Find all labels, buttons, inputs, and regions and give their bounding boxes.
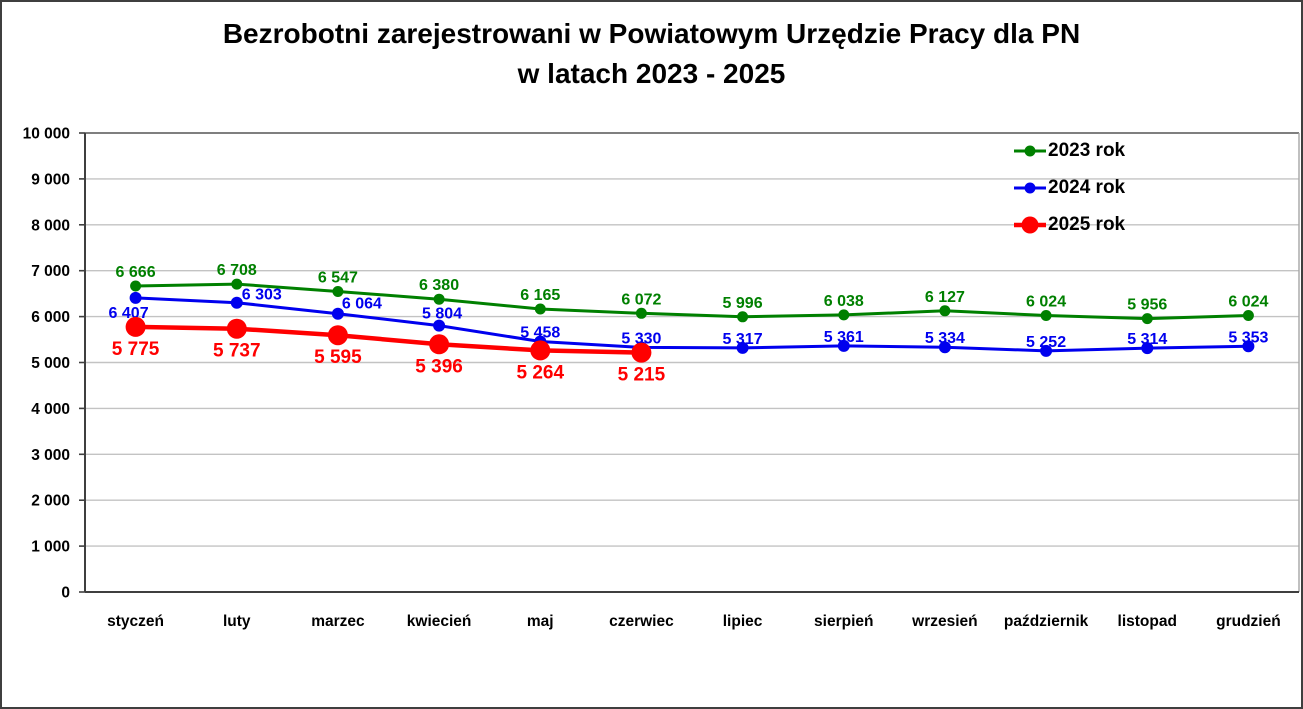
data-point-2023-rok (737, 311, 749, 323)
x-category-label: sierpień (814, 613, 873, 630)
x-category-label: luty (223, 613, 251, 630)
chart-title-line1: Bezrobotni zarejestrowani w Powiatowym U… (222, 18, 1081, 49)
data-label-2024-rok: 5 330 (621, 330, 661, 347)
data-label-2023-rok: 6 024 (1228, 293, 1268, 310)
data-label-2024-rok: 5 252 (1026, 334, 1066, 351)
legend-label-2024: 2024 rok (1048, 176, 1126, 198)
y-axis-label: 6 000 (31, 309, 70, 326)
data-point-2024-rok (1040, 344, 1053, 357)
y-axis-label: 10 000 (23, 126, 70, 143)
y-axis-label: 1 000 (31, 539, 70, 556)
data-label-2024-rok: 6 407 (109, 305, 149, 322)
data-point-2024-rok (433, 319, 446, 332)
data-label-2025-rok: 5 737 (213, 341, 261, 362)
data-label-2023-rok: 6 380 (419, 277, 459, 294)
chart-title: Bezrobotni zarejestrowani w Powiatowym U… (2, 14, 1301, 94)
data-point-2023-rok (433, 293, 445, 305)
data-point-2023-rok (939, 305, 951, 317)
data-point-2024-rok (129, 291, 142, 304)
legend-line-marker-2023-icon (1014, 145, 1046, 156)
data-point-2024-rok (938, 341, 951, 354)
data-label-2024-rok: 5 353 (1228, 329, 1268, 346)
data-point-2025-rok (327, 325, 348, 346)
data-label-2025-rok: 5 215 (618, 365, 666, 386)
data-label-2024-rok: 5 334 (925, 330, 965, 347)
data-point-2024-rok (1141, 342, 1154, 355)
data-point-2024-rok (837, 339, 850, 352)
x-category-label: kwiecień (407, 613, 472, 630)
data-label-2024-rok: 5 317 (723, 331, 763, 348)
data-label-2024-rok: 5 361 (824, 329, 864, 346)
data-point-2023-rok (231, 278, 243, 290)
data-label-2024-rok: 5 804 (422, 306, 462, 323)
data-label-2024-rok: 6 303 (242, 287, 282, 304)
data-label-2023-rok: 6 666 (116, 264, 156, 281)
data-label-2025-rok: 5 775 (112, 339, 160, 360)
legend-item-2025: 2025 rok (1014, 206, 1184, 243)
y-axis-label: 8 000 (31, 217, 70, 234)
y-axis-label: 0 (61, 585, 70, 602)
legend-item-2023: 2023 rok (1014, 132, 1184, 169)
data-label-2023-rok: 6 072 (621, 291, 661, 308)
y-axis-label: 5 000 (31, 355, 70, 372)
data-label-2023-rok: 6 708 (217, 262, 257, 279)
legend: 2023 rok 2024 rok 2025 rok (1014, 132, 1184, 243)
x-category-label: maj (527, 613, 554, 630)
x-category-label: listopad (1118, 613, 1177, 630)
data-point-2024-rok (1242, 340, 1255, 353)
series-line-2023-rok (135, 282, 1249, 321)
legend-label-2025: 2025 rok (1048, 213, 1126, 235)
data-point-2025-rok (631, 342, 652, 363)
data-point-2023-rok (1040, 310, 1052, 321)
legend-item-2024: 2024 rok (1014, 169, 1184, 206)
series-line-2025-rok (135, 324, 642, 355)
legend-label-2023: 2023 rok (1048, 139, 1126, 161)
data-label-2025-rok: 5 595 (314, 347, 362, 368)
x-category-label: styczeń (107, 613, 164, 630)
legend-line-marker-2025-icon (1014, 216, 1046, 233)
data-point-2023-rok (130, 280, 142, 292)
data-point-2025-rok (125, 316, 146, 337)
data-label-2025-rok: 5 396 (415, 356, 463, 377)
data-point-2023-rok (1242, 310, 1254, 321)
data-point-2025-rok (429, 334, 450, 355)
chart-title-line2: w latach 2023 - 2025 (517, 58, 786, 89)
data-point-2024-rok (331, 307, 344, 320)
x-category-label: marzec (311, 613, 365, 630)
x-category-label: grudzień (1216, 613, 1281, 630)
data-label-2023-rok: 6 547 (318, 269, 358, 286)
y-axis-label: 7 000 (31, 263, 70, 280)
data-point-2023-rok (332, 286, 344, 297)
data-label-2024-rok: 6 064 (342, 296, 382, 313)
data-point-2024-rok (736, 341, 749, 354)
y-axis-label: 2 000 (31, 493, 70, 510)
y-axis-label: 4 000 (31, 401, 70, 418)
data-label-2023-rok: 5 956 (1127, 297, 1167, 314)
data-label-2023-rok: 6 127 (925, 289, 965, 306)
x-category-label: październik (1004, 613, 1089, 630)
data-label-2025-rok: 5 264 (516, 362, 564, 383)
data-label-2023-rok: 5 996 (723, 295, 763, 312)
data-label-2023-rok: 6 024 (1026, 293, 1066, 310)
data-label-2024-rok: 5 458 (520, 324, 560, 341)
data-point-2023-rok (1141, 313, 1153, 325)
data-point-2024-rok (230, 296, 243, 309)
legend-line-marker-2024-icon (1014, 182, 1046, 193)
data-label-2023-rok: 6 165 (520, 287, 560, 304)
data-label-2024-rok: 5 314 (1127, 331, 1167, 348)
data-point-2025-rok (226, 318, 247, 339)
data-point-2023-rok (838, 309, 850, 321)
x-category-label: lipiec (723, 613, 763, 630)
y-axis-label: 9 000 (31, 171, 70, 188)
data-label-2023-rok: 6 038 (824, 293, 864, 310)
x-category-label: wrzesień (911, 613, 977, 630)
data-point-2023-rok (534, 303, 546, 315)
x-category-label: czerwiec (609, 613, 674, 630)
y-axis-label: 3 000 (31, 447, 70, 464)
data-point-2023-rok (635, 307, 647, 319)
series-line-2024-rok (135, 296, 1249, 353)
data-point-2025-rok (530, 340, 551, 361)
